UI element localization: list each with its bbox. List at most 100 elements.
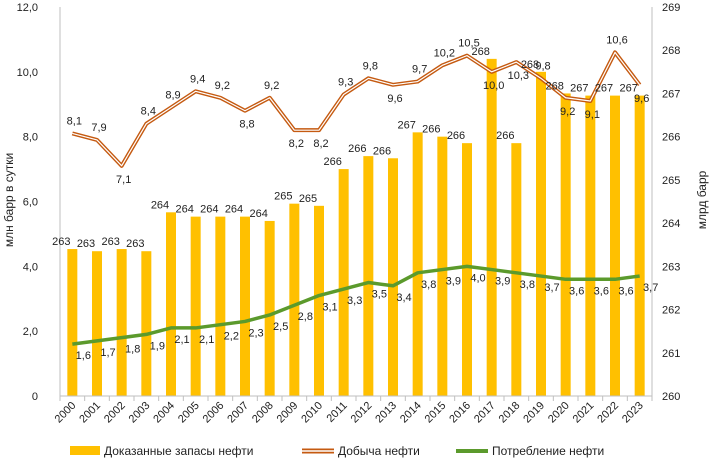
reserves-bar [511, 143, 522, 396]
reserves-bar [338, 169, 349, 396]
consumption-data-label: 3,6 [594, 285, 609, 297]
reserves-data-label: 268 [521, 59, 539, 71]
y-left-tick-label: 6,0 [23, 197, 38, 209]
x-tick-label: 2000 [53, 400, 79, 426]
reserves-data-label: 264 [175, 204, 193, 216]
production-data-label: 9,8 [363, 60, 378, 72]
reserves-data-label: 264 [151, 199, 169, 211]
reserves-data-label: 266 [348, 143, 366, 155]
consumption-data-label: 1,7 [100, 347, 115, 359]
x-tick-label: 2002 [102, 400, 128, 426]
y-left-tick-label: 2,0 [23, 326, 38, 338]
production-data-label: 9,4 [190, 73, 205, 85]
x-tick-label: 2003 [127, 400, 153, 426]
production-data-label: 8,1 [67, 115, 82, 127]
x-tick-label: 2022 [595, 400, 621, 426]
production-line-inner [72, 51, 641, 167]
reserves-data-label: 267 [570, 83, 588, 95]
y-left-tick-label: 0 [32, 391, 38, 403]
production-data-label: 7,9 [91, 122, 106, 134]
x-tick-label: 2001 [77, 400, 103, 426]
consumption-data-label: 2,8 [298, 311, 313, 323]
production-data-label: 8,8 [239, 119, 254, 131]
reserves-bar [289, 203, 300, 396]
production-data-label: 10,3 [508, 70, 529, 82]
y-right-tick-label: 265 [662, 175, 680, 187]
reserves-bar [67, 249, 78, 396]
reserves-data-label: 266 [496, 130, 514, 142]
y-right-tick-label: 267 [662, 88, 680, 100]
x-tick-label: 2017 [472, 400, 498, 426]
y-left-tick-label: 8,0 [23, 132, 38, 144]
y-left-tick-label: 12,0 [17, 2, 38, 14]
reserves-bars [67, 58, 645, 396]
reserves-data-label: 268 [471, 46, 489, 58]
reserves-bar [462, 143, 472, 396]
reserves-bar [560, 93, 571, 396]
reserves-bar [190, 216, 201, 396]
reserves-data-label: 263 [52, 236, 70, 248]
consumption-data-label: 3,6 [618, 285, 633, 297]
reserves-bar [116, 249, 127, 396]
production-data-label: 9,2 [215, 80, 230, 92]
production-data-label: 8,9 [165, 89, 180, 101]
reserves-bar [215, 216, 226, 396]
legend-label-consumption: Потребление нефти [492, 444, 604, 458]
reserves-bar [141, 251, 152, 396]
x-tick-label: 2016 [447, 400, 473, 426]
reserves-bar [585, 95, 596, 396]
x-tick-label: 2014 [398, 400, 424, 426]
production-data-label: 9,2 [560, 106, 575, 118]
production-data-label: 10,0 [483, 80, 504, 92]
reserves-data-label: 266 [373, 145, 391, 157]
y-axis-left-title: млн барр в сутки [2, 153, 16, 247]
production-data-label: 10,2 [434, 47, 455, 59]
consumption-data-label: 2,5 [273, 321, 288, 333]
legend: Доказанные запасы нефти Добыча нефти Пот… [70, 444, 604, 458]
x-tick-label: 2023 [620, 400, 646, 426]
y-right-tick-label: 263 [662, 261, 680, 273]
y-right-tick-label: 264 [662, 218, 680, 230]
production-data-label: 8,2 [313, 138, 328, 150]
reserves-bar [486, 58, 497, 396]
y-right-tick-label: 261 [662, 348, 680, 360]
y-right-tick-label: 268 [662, 45, 680, 57]
x-tick-label: 2012 [349, 400, 375, 426]
legend-swatch-reserves [70, 446, 100, 455]
consumption-data-label: 2,3 [248, 327, 263, 339]
consumption-data-label: 1,8 [125, 344, 140, 356]
y-axis-right-title: млрд барр [695, 170, 709, 229]
consumption-data-label: 3,5 [372, 289, 387, 301]
x-tick-label: 2021 [571, 400, 597, 426]
consumption-line [72, 264, 640, 346]
reserves-bar [363, 156, 374, 396]
reserves-data-label: 265 [299, 193, 317, 205]
x-tick-label: 2008 [250, 400, 276, 426]
reserves-bar [240, 216, 250, 396]
data-labels: 263 263 263 263 264 264 264 264 264 265 265 266 266 2… [52, 34, 658, 362]
production-data-label: 9,2 [264, 80, 279, 92]
reserves-data-label: 267 [397, 119, 415, 131]
y-right-tick-label: 269 [662, 2, 680, 14]
reserves-data-label: 264 [200, 204, 218, 216]
y-right-tick-label: 260 [662, 391, 680, 403]
consumption-data-label: 2,1 [174, 334, 189, 346]
reserves-bar [92, 251, 102, 396]
reserves-bar [166, 212, 176, 396]
consumption-data-label: 3,8 [520, 279, 535, 291]
series-lines [71, 50, 642, 346]
x-tick-label: 2019 [521, 400, 547, 426]
consumption-data-label: 3,1 [322, 302, 337, 314]
consumption-data-label: 2,2 [224, 331, 239, 343]
y-left-tick-label: 4,0 [23, 261, 38, 273]
reserves-bar [412, 132, 423, 396]
consumption-data-label: 3,9 [495, 276, 510, 288]
consumption-data-label: 3,9 [446, 276, 461, 288]
reserves-bar [437, 136, 448, 396]
y-right-tick-label: 266 [662, 132, 680, 144]
consumption-data-label: 2,1 [199, 334, 214, 346]
reserves-bar [536, 71, 546, 396]
x-tick-label: 2015 [423, 400, 449, 426]
x-tick-label: 2011 [325, 400, 350, 425]
reserves-data-label: 266 [323, 156, 341, 168]
